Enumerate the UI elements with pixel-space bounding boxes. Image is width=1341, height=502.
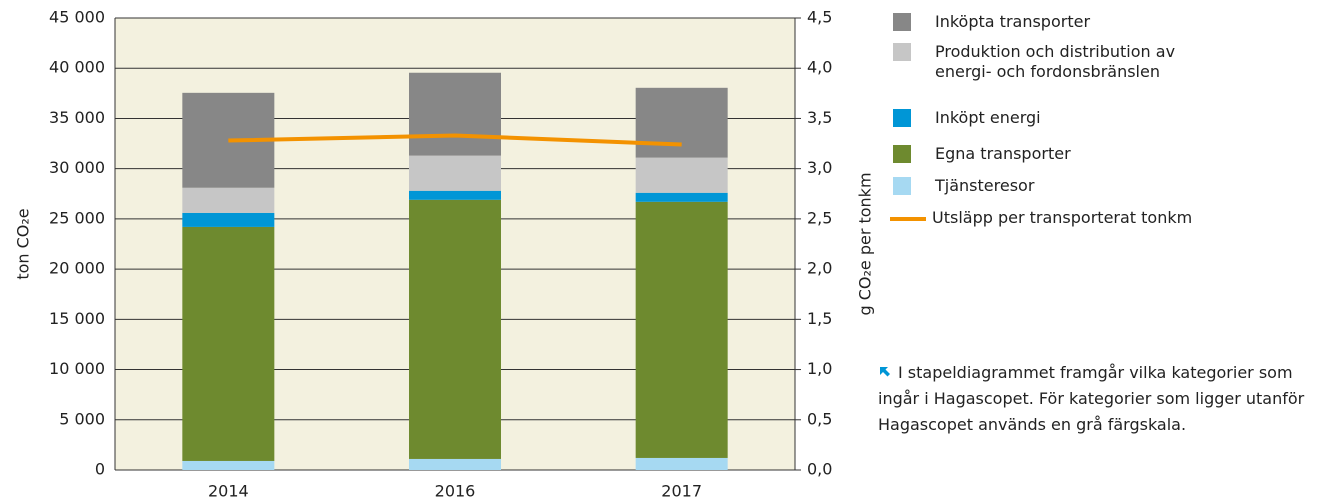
- legend-label: Inköpta transporter: [935, 12, 1091, 31]
- legend-swatch: [893, 13, 911, 31]
- legend-item: Inköpta transporter: [893, 12, 1333, 32]
- y-tick-label: 15 000: [49, 309, 105, 328]
- y-tick-label: 35 000: [49, 108, 105, 127]
- legend-swatch: [893, 109, 911, 127]
- y-axis-title: ton CO₂e: [14, 208, 33, 279]
- legend-swatch: [893, 145, 911, 163]
- legend-item: Utsläpp per transporterat tonkm: [890, 208, 1333, 228]
- line-series: [228, 133, 682, 147]
- y-tick-label: 45 000: [49, 8, 105, 27]
- y-tick-label: 25 000: [49, 208, 105, 227]
- legend-item: Produktion och distribution av energi- o…: [893, 42, 1193, 82]
- legend-label: Utsläpp per transporterat tonkm: [932, 208, 1193, 227]
- x-tick-label: 2017: [661, 482, 702, 501]
- bar-segment: [635, 201, 728, 458]
- y-tick-label: 20 000: [49, 259, 105, 278]
- legend-item: Egna transporter: [893, 144, 1333, 164]
- y2-tick-label: 4,0: [807, 58, 832, 77]
- legend-label: Tjänsteresor: [935, 176, 1035, 195]
- y2-tick-label: 0,0: [807, 460, 832, 479]
- bar-segment: [635, 192, 728, 202]
- y2-axis-title: g CO₂e per tonkm: [856, 172, 875, 315]
- y2-tick-label: 1,5: [807, 309, 832, 328]
- legend-label: Produktion och distribution av energi- o…: [935, 42, 1176, 81]
- note: I stapeldiagrammet framgår vilka kategor…: [878, 360, 1338, 438]
- y-tick-label: 0: [95, 460, 105, 479]
- bar-segment: [182, 187, 275, 213]
- bar-segment: [635, 157, 728, 193]
- y-tick-label: 30 000: [49, 158, 105, 177]
- legend-label: Egna transporter: [935, 144, 1071, 163]
- legend-swatch: [890, 217, 926, 221]
- bar-segment: [182, 460, 275, 470]
- legend-item: Tjänsteresor: [893, 176, 1333, 196]
- x-tick-label: 2014: [208, 482, 249, 501]
- legend-swatch: [893, 43, 911, 61]
- y-tick-label: 5 000: [59, 409, 105, 428]
- note-text: I stapeldiagrammet framgår vilka kategor…: [878, 363, 1305, 434]
- bar-segment: [182, 226, 275, 461]
- y-tick-label: 10 000: [49, 359, 105, 378]
- legend-item: Inköpt energi: [893, 108, 1333, 128]
- bar-segment: [635, 457, 728, 470]
- bar-segment: [182, 212, 275, 227]
- bar-segment: [635, 87, 728, 158]
- bar-segment: [409, 458, 501, 470]
- bar-segment: [409, 72, 501, 156]
- arrow-icon: [880, 367, 890, 377]
- bar-segment: [409, 155, 501, 191]
- y2-tick-label: 2,0: [807, 259, 832, 278]
- y-tick-label: 40 000: [49, 58, 105, 77]
- legend-label: Inköpt energi: [935, 108, 1041, 127]
- y2-tick-label: 3,0: [807, 158, 832, 177]
- y2-tick-label: 1,0: [807, 359, 832, 378]
- legend-swatch: [893, 177, 911, 195]
- y2-tick-label: 0,5: [807, 409, 832, 428]
- y2-tick-label: 4,5: [807, 8, 832, 27]
- y2-tick-label: 3,5: [807, 108, 832, 127]
- bar-segment: [409, 199, 501, 459]
- bar-segment: [409, 190, 501, 200]
- y2-tick-label: 2,5: [807, 208, 832, 227]
- x-tick-label: 2016: [435, 482, 476, 501]
